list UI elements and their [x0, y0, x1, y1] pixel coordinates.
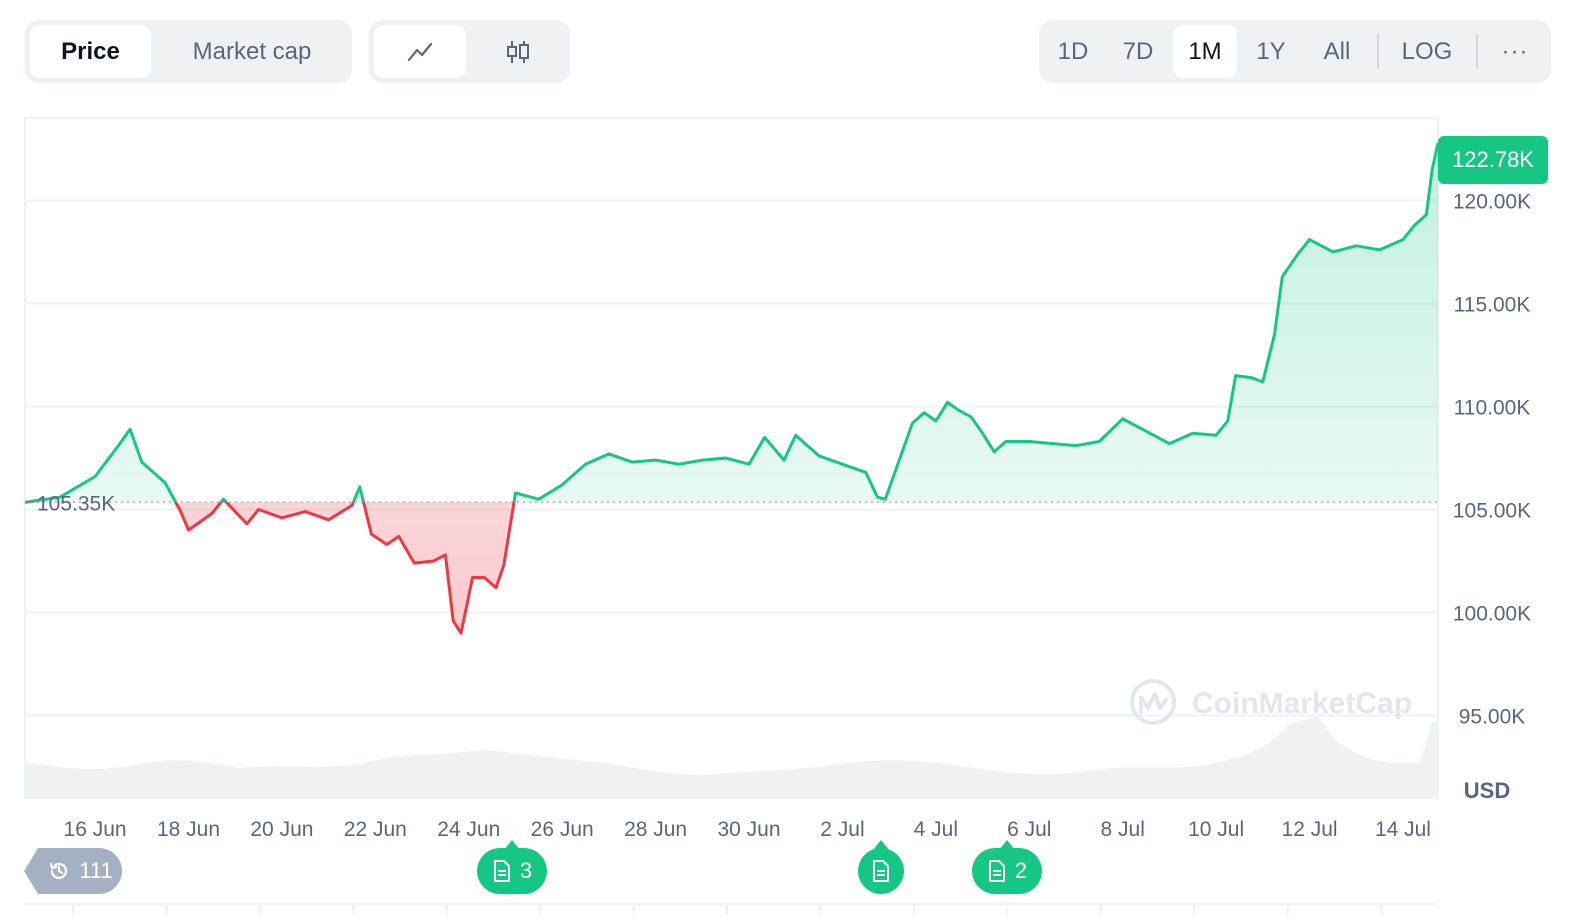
range-1d[interactable]: 1D — [1057, 37, 1089, 65]
market-cap-tab[interactable]: Market cap — [192, 37, 312, 65]
candlestick-icon — [507, 40, 529, 63]
news-badge[interactable]: 2 — [972, 840, 1042, 894]
x-tick-label: 22 Jun — [344, 818, 407, 841]
x-axis-ticks: 16 Jun 18 Jun 20 Jun 22 Jun 24 Jun 26 Jun 28 J… — [64, 818, 1431, 914]
more-options-button[interactable]: ··· — [1501, 37, 1529, 65]
news-count: 2 — [1014, 858, 1028, 883]
history-icon — [50, 862, 68, 880]
x-tick-label: 16 Jun — [64, 818, 127, 841]
x-tick-label: 28 Jun — [624, 818, 687, 841]
document-icon — [988, 860, 1005, 882]
toolbar-divider — [1377, 34, 1379, 69]
y-tick-label: 95.00K — [1459, 706, 1526, 729]
y-tick-label: 100.00K — [1453, 603, 1531, 626]
x-tick-label: 8 Jul — [1101, 818, 1145, 841]
x-tick-label: 14 Jul — [1375, 818, 1431, 841]
coinmarketcap-logo-icon — [1130, 679, 1176, 725]
history-count: 111 — [79, 858, 113, 883]
toolbar-divider — [1476, 34, 1478, 69]
log-scale-button[interactable]: LOG — [1401, 37, 1453, 65]
y-tick-label: 110.00K — [1454, 396, 1531, 419]
y-axis-unit: USD — [1464, 778, 1510, 803]
news-badge[interactable] — [858, 840, 904, 894]
volume-area — [25, 716, 1438, 798]
range-1m[interactable]: 1M — [1173, 25, 1237, 78]
x-tick-label: 20 Jun — [250, 818, 313, 841]
x-tick-label: 30 Jun — [717, 818, 780, 841]
watermark-text: CoinMarketCap — [1192, 687, 1412, 720]
y-tick-label: 115.00K — [1454, 293, 1531, 316]
range-toggle: 1D 7D 1M 1Y All LOG ··· — [1039, 20, 1551, 83]
history-badge[interactable]: 111 — [24, 848, 122, 894]
line-chart-button[interactable] — [374, 25, 466, 78]
coinmarketcap-watermark: CoinMarketCap — [1130, 679, 1412, 725]
last-price-tag: 122.78K — [1438, 136, 1548, 184]
x-tick-label: 10 Jul — [1188, 818, 1244, 841]
range-7d[interactable]: 7D — [1122, 37, 1154, 65]
x-tick-label: 4 Jul — [914, 818, 958, 841]
x-tick-label: 24 Jun — [437, 818, 500, 841]
y-tick-label: 105.00K — [1453, 500, 1531, 523]
document-icon — [873, 860, 889, 882]
chart-type-toggle — [369, 20, 570, 83]
candlestick-chart-button[interactable] — [472, 25, 564, 78]
news-count: 3 — [519, 858, 533, 883]
x-tick-label: 6 Jul — [1007, 818, 1051, 841]
price-tab[interactable]: Price — [30, 25, 151, 78]
range-1y[interactable]: 1Y — [1256, 37, 1286, 65]
y-tick-label: 120.00K — [1453, 190, 1531, 213]
y-axis-ticks: 120.00K 115.00K 110.00K 105.00K 100.00K 95.00… — [1453, 190, 1531, 728]
x-tick-label: 12 Jul — [1282, 818, 1338, 841]
price-line-down — [25, 502, 516, 635]
document-icon — [493, 860, 510, 882]
range-all[interactable]: All — [1323, 37, 1351, 65]
area-below-baseline — [175, 502, 514, 634]
news-badge[interactable]: 3 — [477, 840, 547, 894]
price-line-up — [25, 142, 1438, 503]
x-tick-label: 18 Jun — [157, 818, 220, 841]
area-above-baseline — [25, 143, 1438, 503]
metric-toggle: Price Market cap — [25, 20, 352, 83]
x-tick-label: 2 Jul — [820, 818, 864, 841]
line-chart-icon — [407, 42, 433, 61]
baseline-price-label: 105.35K — [37, 492, 115, 515]
x-tick-label: 26 Jun — [531, 818, 594, 841]
